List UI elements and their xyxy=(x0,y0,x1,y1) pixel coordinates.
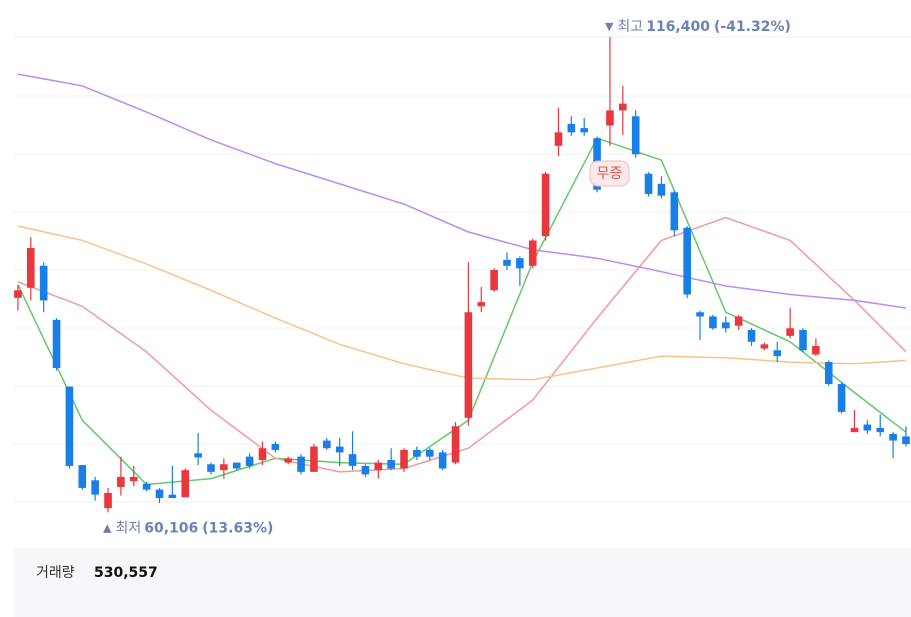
annotation-value-label: 60,106 xyxy=(144,520,198,536)
candle-body xyxy=(696,312,704,317)
candle-body xyxy=(850,427,859,433)
candle-body xyxy=(477,302,486,307)
candle-body xyxy=(683,227,691,295)
candle-body xyxy=(258,448,267,461)
candle-body xyxy=(464,312,473,418)
candle-body xyxy=(39,265,48,301)
candle-body xyxy=(413,449,421,457)
candle-body xyxy=(863,424,872,431)
candle-body xyxy=(181,470,190,498)
candle-body xyxy=(348,454,357,466)
candle-body xyxy=(65,386,74,466)
moving-average-line xyxy=(17,73,907,309)
event-label: 무증 xyxy=(597,166,623,182)
candle-body xyxy=(567,123,576,133)
candle-body xyxy=(824,362,833,385)
candle-body xyxy=(220,464,228,471)
candle-body xyxy=(104,492,112,509)
annotation-marker: ▼ xyxy=(605,20,614,33)
candle-body xyxy=(644,173,653,194)
candle-body xyxy=(528,240,537,266)
candle-body xyxy=(889,433,897,441)
candle-body xyxy=(734,316,743,326)
candle-body xyxy=(168,494,177,499)
candle-body xyxy=(902,436,910,444)
candle-body xyxy=(310,446,318,472)
volume-label: 거래량 xyxy=(36,565,75,581)
candle-body xyxy=(142,483,151,490)
candle-body xyxy=(490,270,498,291)
annotation-label: 최저 xyxy=(115,520,141,536)
candle-body xyxy=(297,456,305,472)
candle-body xyxy=(245,456,254,466)
annotation-marker: ▲ xyxy=(103,521,112,534)
moving-average-line xyxy=(17,137,907,486)
candle-body xyxy=(374,462,383,471)
candle-body xyxy=(541,173,550,237)
grid xyxy=(14,36,911,503)
candle-body xyxy=(876,427,885,433)
candle-body xyxy=(670,192,679,231)
candle-body xyxy=(631,116,640,155)
candle-body xyxy=(721,322,730,329)
candle-body xyxy=(657,183,666,196)
candle-body xyxy=(117,476,125,488)
annotation-change: (-41.32%) xyxy=(714,19,791,35)
candle-body xyxy=(619,103,627,111)
candle-body xyxy=(129,476,138,482)
candle-body xyxy=(14,290,22,298)
candle-body xyxy=(52,319,61,368)
candle-body xyxy=(799,329,807,351)
candle-body xyxy=(786,328,794,336)
annotation: ▲ 최저 60,106 (13.63%) xyxy=(103,520,273,536)
candle-body xyxy=(27,248,35,288)
volume-value: 530,557 xyxy=(94,565,158,581)
candle-body xyxy=(503,259,511,266)
candle-body xyxy=(207,464,215,472)
candle-body xyxy=(554,132,563,146)
annotation-change: (13.63%) xyxy=(202,520,273,536)
candle-body xyxy=(323,440,331,449)
annotation-label: 최고 xyxy=(617,19,643,35)
candle-body xyxy=(91,480,99,495)
candle-body xyxy=(837,384,846,412)
candle-body xyxy=(812,346,820,355)
candle-body xyxy=(78,465,87,488)
candle-body xyxy=(361,465,370,475)
candle-body xyxy=(335,446,344,453)
candle-body xyxy=(709,316,717,329)
marks xyxy=(14,36,910,513)
candle-body xyxy=(760,344,769,349)
candle-body xyxy=(580,128,589,133)
candle-body xyxy=(773,350,782,357)
candle-body xyxy=(747,329,756,342)
candle-body xyxy=(271,443,280,450)
candle-body xyxy=(451,426,460,463)
candle-body xyxy=(438,452,447,469)
volume-panel xyxy=(14,548,911,617)
candle-body xyxy=(155,489,164,499)
candle-body xyxy=(284,458,293,463)
candle-body xyxy=(516,258,524,269)
annotation-value-label: 116,400 xyxy=(646,19,710,35)
candle-body xyxy=(387,460,395,469)
event-badge xyxy=(589,160,630,187)
candle-body xyxy=(400,449,408,469)
candle-body xyxy=(606,110,614,126)
annotation: ▼ 최고 116,400 (-41.32%) xyxy=(605,19,791,35)
candle-body xyxy=(425,449,434,457)
moving-average-line xyxy=(17,216,907,473)
candle-body xyxy=(194,453,202,458)
candle-body xyxy=(232,462,241,469)
